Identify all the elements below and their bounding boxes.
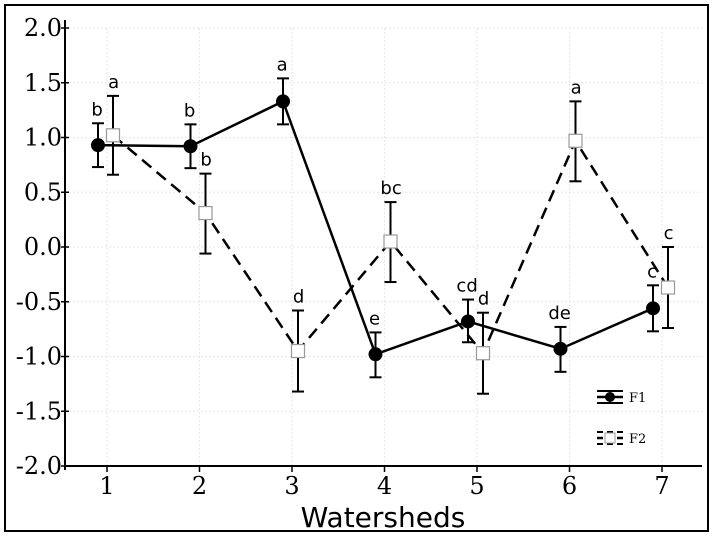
data-point-f2 (660, 280, 676, 295)
data-point-f1 (646, 301, 660, 316)
legend-marker-f1 (605, 392, 615, 402)
x-tick-label: 1 (99, 472, 114, 500)
data-point-f1 (553, 341, 568, 356)
y-tick-label: -1.0 (16, 343, 62, 371)
data-point-f1 (276, 94, 290, 109)
x-tick-label: 4 (377, 472, 392, 500)
significance-letter: b (91, 99, 102, 120)
y-tick-label: 0.0 (24, 233, 62, 261)
significance-letter: e (369, 308, 380, 329)
data-point-f1 (461, 314, 475, 329)
chart-frame (4, 4, 709, 532)
significance-letter: b (200, 150, 211, 171)
data-point-f2 (198, 205, 213, 221)
data-point-f2 (383, 234, 398, 249)
significance-letter: bc (380, 178, 401, 199)
x-tick-label: 7 (654, 472, 669, 500)
significance-letter: de (548, 303, 571, 324)
significance-letter: a (571, 77, 582, 98)
y-tick-label: -2.0 (16, 452, 62, 480)
y-tick-label: 2.0 (24, 14, 62, 42)
significance-letter: b (184, 100, 195, 121)
data-point-f1 (368, 347, 383, 362)
y-tick-label: 0.5 (24, 178, 62, 206)
y-tick-label: -1.5 (16, 397, 62, 425)
legend-label-f2: F2 (629, 432, 646, 447)
significance-letter: d (478, 289, 489, 310)
y-tick-label: -0.5 (16, 288, 62, 316)
data-point-f2 (290, 343, 306, 359)
x-tick-label: 2 (192, 472, 207, 500)
data-point-f1 (183, 139, 198, 154)
legend-label-f1: F1 (629, 391, 646, 406)
significance-letter: a (277, 54, 288, 75)
significance-letter: c (664, 223, 674, 244)
data-point-f1 (91, 138, 105, 153)
x-axis-title: Watersheds (301, 501, 466, 534)
y-tick-label: 1.5 (24, 69, 62, 97)
data-point-f2 (475, 346, 491, 361)
significance-letter: c (647, 261, 657, 282)
x-tick-label: 5 (469, 472, 484, 500)
legend-marker-f2 (604, 432, 616, 444)
x-tick-label: 6 (562, 472, 577, 500)
significance-letter: d (293, 287, 304, 308)
y-tick-label: 1.0 (24, 124, 62, 152)
significance-letter: cd (456, 276, 477, 297)
data-point-f2 (568, 133, 583, 148)
significance-letter: a (108, 72, 119, 93)
data-point-f2 (105, 128, 121, 143)
x-tick-label: 3 (284, 472, 299, 500)
